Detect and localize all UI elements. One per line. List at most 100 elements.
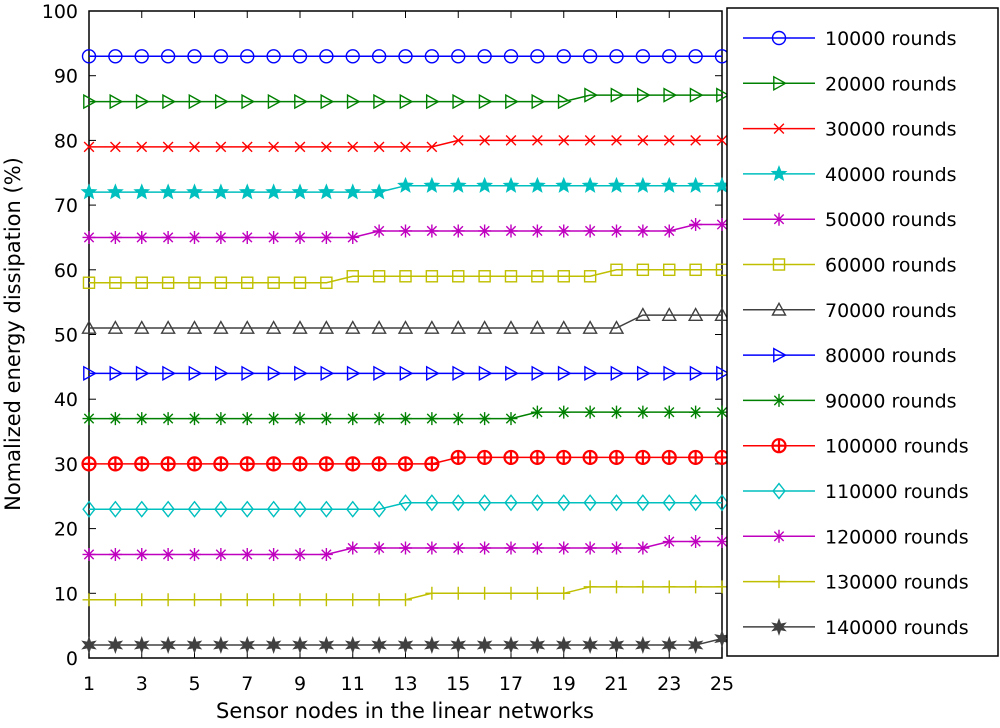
series-point xyxy=(715,494,729,512)
series-point xyxy=(135,365,150,382)
series-point xyxy=(582,320,598,334)
series-point xyxy=(82,412,96,426)
series-point xyxy=(186,320,203,334)
series-point xyxy=(239,456,255,472)
series-point xyxy=(503,49,519,64)
series-point xyxy=(372,224,386,238)
series-point xyxy=(240,593,254,607)
series-point xyxy=(583,580,597,594)
series-point xyxy=(212,183,230,200)
series-point xyxy=(213,636,229,655)
series-point xyxy=(772,575,786,589)
series-point xyxy=(346,500,360,518)
series-point xyxy=(451,494,465,512)
series-point xyxy=(241,276,254,289)
legend-item: 70000 rounds xyxy=(743,300,957,322)
series-point xyxy=(346,270,359,283)
series-point xyxy=(215,141,227,153)
series-point xyxy=(321,141,332,153)
series-point xyxy=(450,320,466,334)
legend-label: 50000 rounds xyxy=(825,209,957,231)
series-point xyxy=(772,482,786,500)
series-point xyxy=(450,449,466,466)
series-point xyxy=(773,75,787,91)
series-point xyxy=(214,230,228,244)
series-point xyxy=(267,276,280,289)
series-point xyxy=(188,93,203,110)
y-tick-label: 100 xyxy=(42,1,78,23)
series-point xyxy=(241,93,256,110)
series-point xyxy=(319,49,334,64)
series-4 xyxy=(80,176,731,200)
series-point xyxy=(687,307,704,321)
series-point xyxy=(214,547,228,561)
series-point xyxy=(557,494,571,512)
x-tick-label: 1 xyxy=(83,673,95,695)
series-point xyxy=(662,535,676,549)
series-point xyxy=(530,586,544,600)
series-point xyxy=(161,276,175,289)
series-point xyxy=(188,412,201,426)
y-tick-label: 10 xyxy=(54,583,78,605)
legend-label: 20000 rounds xyxy=(825,73,957,95)
series-point xyxy=(344,636,361,655)
legend-label: 40000 rounds xyxy=(825,164,957,186)
legend-item: 120000 rounds xyxy=(743,526,969,548)
x-tick-label: 3 xyxy=(136,673,148,695)
series-point xyxy=(135,412,149,426)
series-point xyxy=(663,87,678,103)
series-point xyxy=(293,412,307,426)
series-point xyxy=(452,270,465,283)
series-point xyxy=(529,636,546,655)
series-point xyxy=(689,535,703,549)
legend-label: 60000 rounds xyxy=(825,255,957,277)
series-point xyxy=(188,276,201,289)
series-point xyxy=(450,636,467,655)
series-point xyxy=(478,270,491,283)
series-point xyxy=(293,230,307,244)
series-point xyxy=(108,547,122,561)
series-line xyxy=(89,501,722,510)
series-point xyxy=(294,365,308,382)
series-point xyxy=(82,230,96,244)
series-point xyxy=(771,438,787,454)
legend-label: 70000 rounds xyxy=(825,300,957,322)
series-point xyxy=(609,49,624,64)
legend-label: 80000 rounds xyxy=(825,345,957,367)
series-point xyxy=(344,183,362,200)
series-point xyxy=(372,412,386,426)
series-point xyxy=(424,49,440,64)
series-point xyxy=(636,494,650,512)
y-tick-label: 0 xyxy=(66,648,78,670)
series-point xyxy=(451,412,465,426)
series-point xyxy=(214,276,228,289)
series-line xyxy=(89,94,722,103)
series-point xyxy=(346,541,360,555)
series-point xyxy=(557,405,571,419)
series-7 xyxy=(81,307,730,334)
legend-item: 140000 rounds xyxy=(743,617,969,639)
series-point xyxy=(399,593,412,607)
series-point xyxy=(81,636,97,655)
series-point xyxy=(214,412,228,426)
series-point xyxy=(240,49,255,64)
series-point xyxy=(397,456,414,472)
series-point xyxy=(107,636,124,655)
series-point xyxy=(635,49,651,64)
series-point xyxy=(608,449,625,466)
series-point xyxy=(530,541,544,555)
series-point xyxy=(319,412,333,426)
series-point xyxy=(398,494,413,512)
series-point xyxy=(319,230,333,244)
series-point xyxy=(107,320,124,334)
series-point xyxy=(773,347,787,363)
series-point xyxy=(557,93,572,110)
series-point xyxy=(346,593,360,607)
series-point xyxy=(714,307,730,321)
series-point xyxy=(267,230,281,244)
series-point xyxy=(504,412,518,426)
series-point xyxy=(583,494,597,512)
series-point xyxy=(531,93,546,110)
series-point xyxy=(106,183,124,200)
